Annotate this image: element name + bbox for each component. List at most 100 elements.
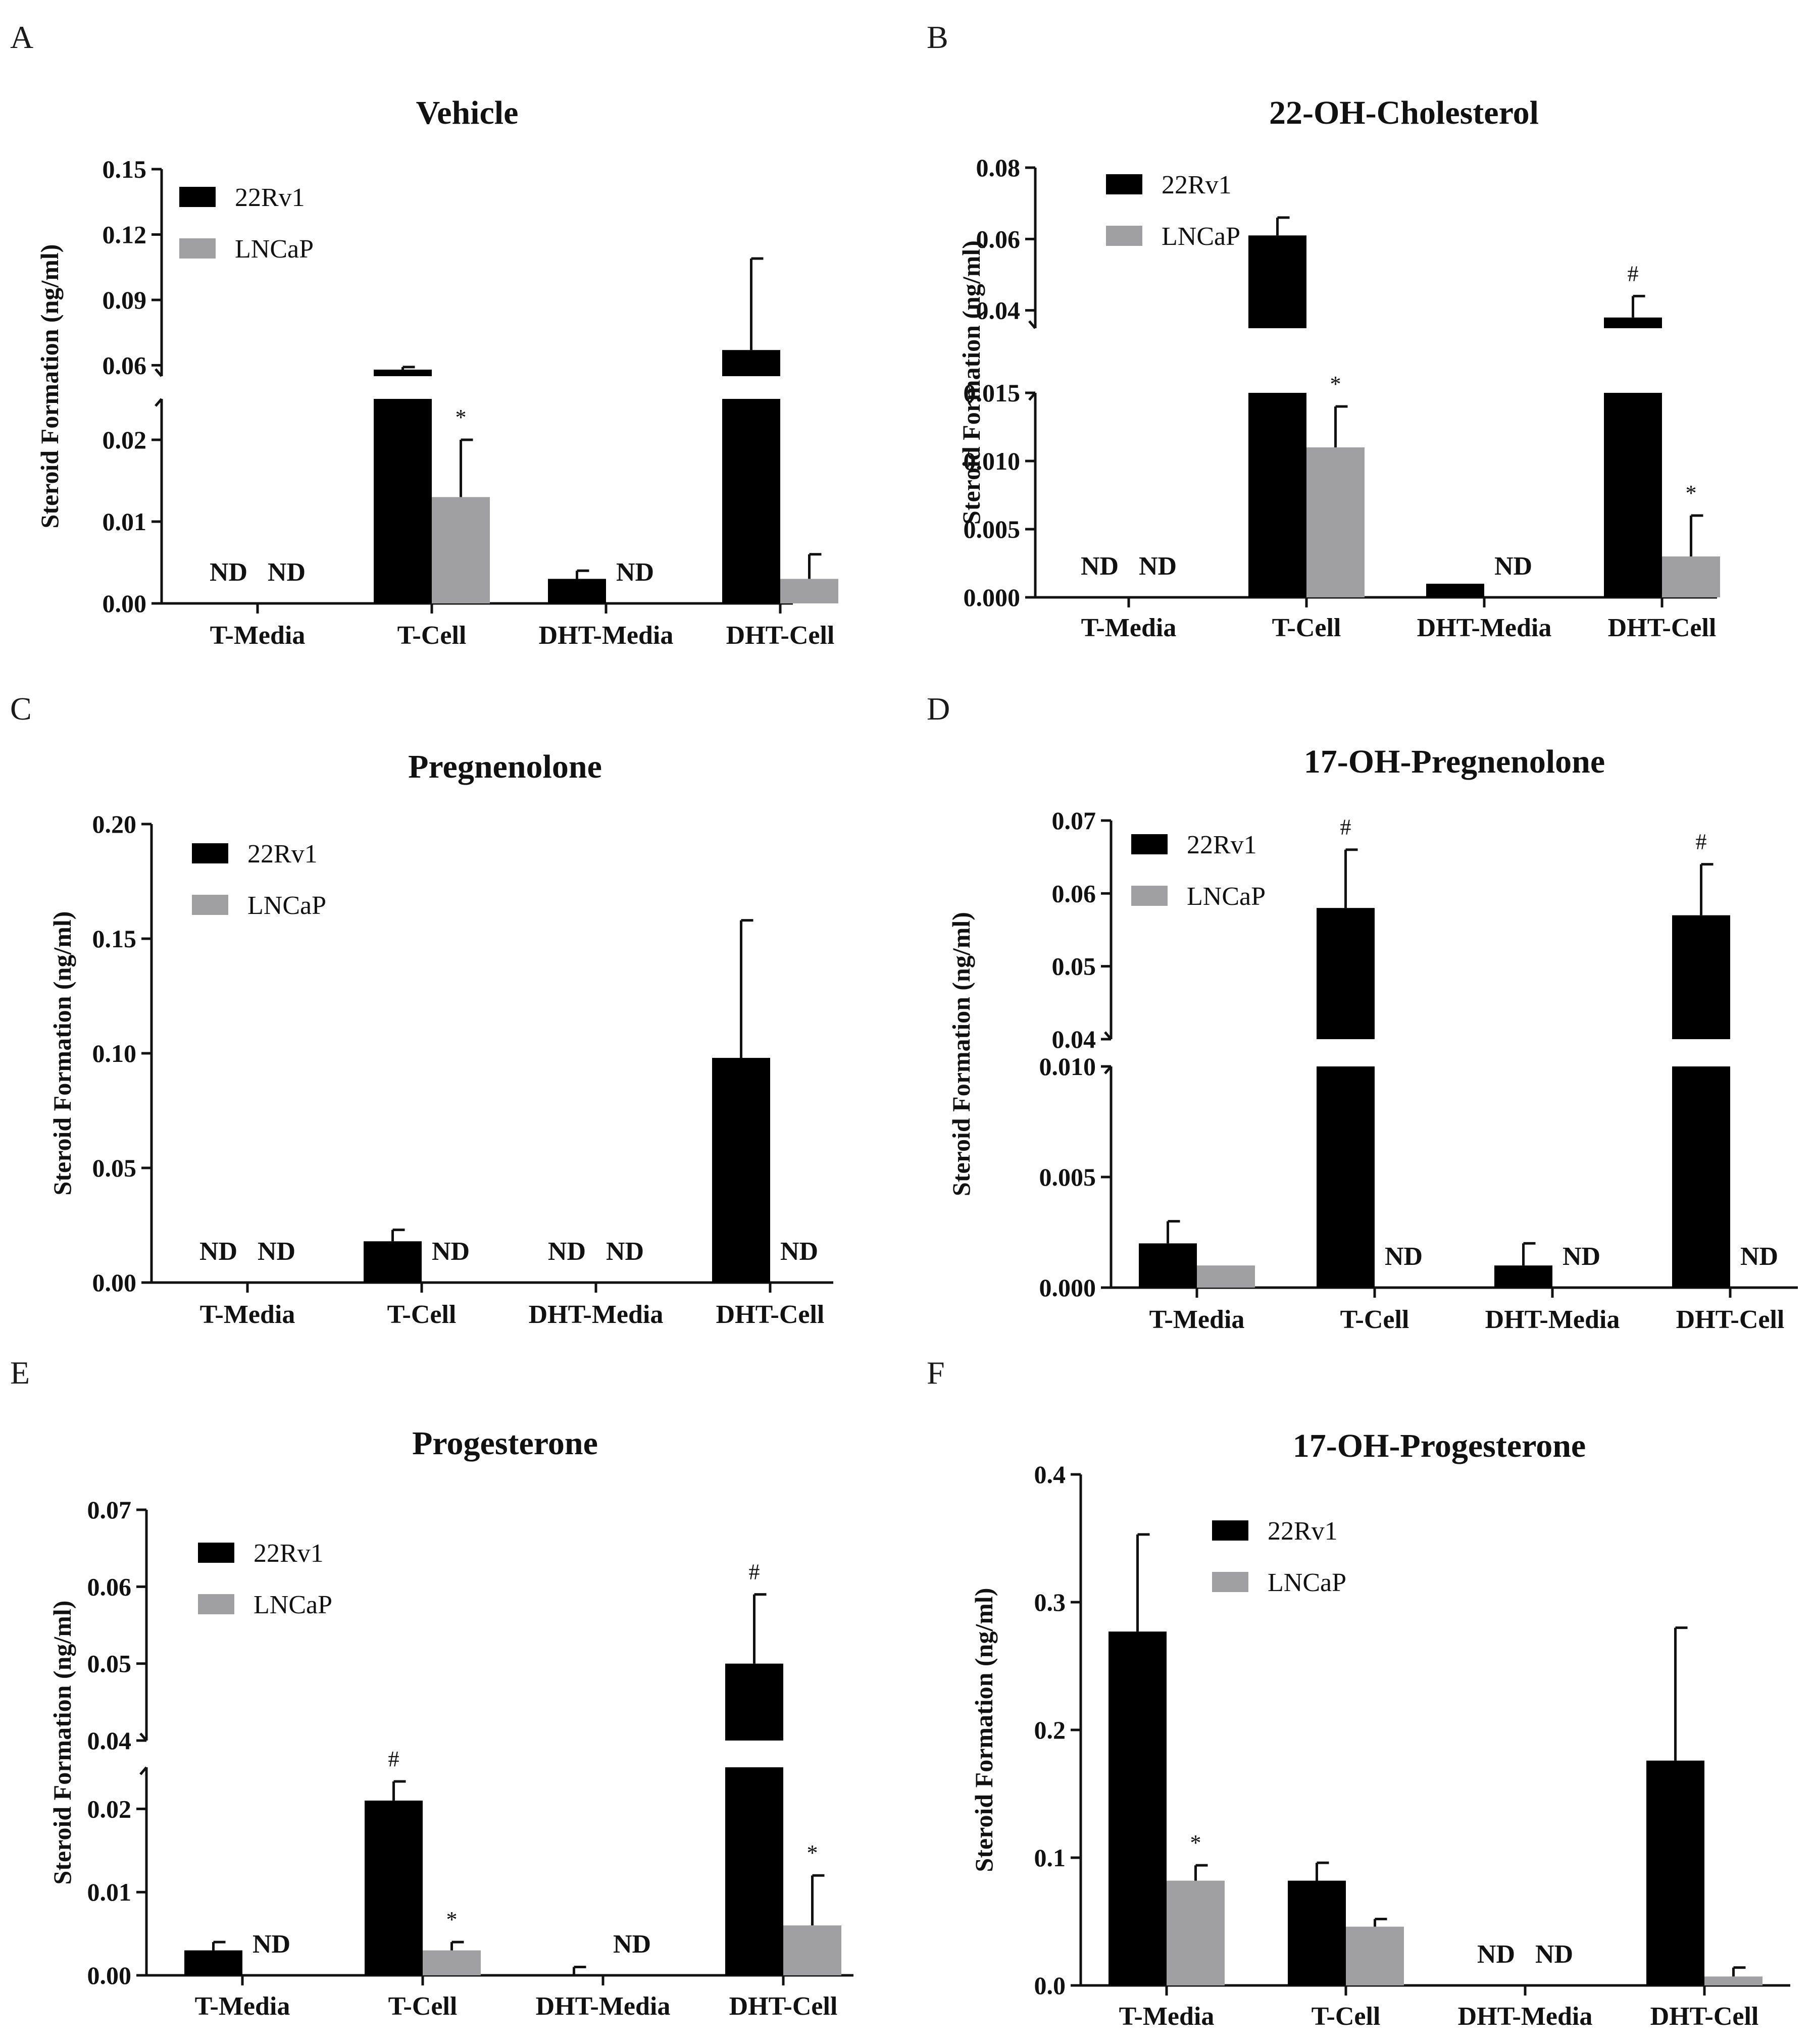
significance-mark: *	[456, 405, 467, 430]
x-tick-label: T-Media	[200, 1300, 295, 1329]
x-tick-label: T-Media	[210, 621, 306, 650]
legend-label: LNCaP	[254, 1591, 332, 1619]
panel-letter: A	[10, 19, 33, 55]
bar-22Rv1	[364, 1241, 422, 1283]
bar-22Rv1-lower	[1248, 393, 1306, 597]
not-detected-label: ND	[780, 1237, 818, 1266]
x-tick-label: DHT-Cell	[716, 1300, 825, 1329]
y-axis-label: Steroid Formation (ng/ml)	[947, 912, 975, 1196]
legend-label: 22Rv1	[1268, 1517, 1338, 1546]
x-tick-label: T-Cell	[1312, 2002, 1381, 2031]
legend-label: 22Rv1	[254, 1539, 324, 1568]
panel-letter: E	[10, 1355, 30, 1391]
bar-22Rv1-upper	[722, 350, 780, 376]
bar-22Rv1-lower	[722, 399, 780, 603]
legend-swatch-22Rv1	[198, 1543, 234, 1563]
y-tick-label: 0.010	[964, 447, 1021, 475]
x-tick-label: T-Cell	[1272, 614, 1341, 642]
y-tick-label: 0.00	[87, 1961, 132, 1989]
not-detected-label: ND	[613, 1930, 651, 1959]
y-axis-label: Steroid Formation (ng/ml)	[957, 240, 985, 525]
bar-22Rv1-upper	[1317, 908, 1375, 1039]
y-tick-label: 0.1	[1034, 1844, 1066, 1872]
legend-label: LNCaP	[1187, 882, 1266, 911]
not-detected-label: ND	[1385, 1242, 1423, 1271]
axis-break-mark	[155, 398, 163, 407]
significance-mark: #	[1696, 830, 1707, 854]
x-tick-label: T-Cell	[388, 1992, 458, 2021]
y-tick-label: 0.01	[87, 1878, 132, 1906]
bar-22Rv1	[548, 579, 606, 603]
y-tick-label: 0.04	[1052, 1025, 1096, 1053]
not-detected-label: ND	[432, 1237, 470, 1266]
y-tick-label: 0.06	[103, 351, 147, 379]
y-tick-label: 0.12	[103, 220, 147, 248]
panel-letter: F	[927, 1355, 945, 1391]
x-tick-label: DHT-Cell	[1608, 614, 1717, 642]
chart-title: Progesterone	[412, 1425, 598, 1462]
not-detected-label: ND	[1494, 552, 1532, 581]
bar-LNCaP	[432, 497, 490, 603]
bar-LNCaP	[1662, 556, 1720, 597]
chart-title: 22-OH-Cholesterol	[1269, 94, 1539, 131]
significance-mark: *	[807, 1841, 818, 1865]
bar-22Rv1-lower	[1672, 1066, 1730, 1288]
not-detected-label: ND	[616, 558, 654, 587]
not-detected-label: ND	[548, 1237, 586, 1266]
axis-break-mark	[1028, 320, 1036, 329]
y-tick-label: 0.08	[976, 154, 1021, 182]
not-detected-label: ND	[258, 1237, 295, 1266]
y-tick-label: 0.3	[1034, 1588, 1066, 1616]
not-detected-label: ND	[1139, 552, 1177, 581]
bar-22Rv1-lower	[374, 399, 432, 603]
y-tick-label: 0.02	[103, 426, 147, 454]
x-tick-label: T-Media	[1081, 614, 1177, 642]
panel-b: B 22-OH-Cholesterol 0.000 0.005 0.010 0.015 0.…	[927, 19, 1720, 642]
y-tick-label: 0.09	[103, 286, 147, 314]
y-tick-label: 0.06	[87, 1572, 132, 1601]
bar-22Rv1	[365, 1800, 423, 1975]
not-detected-label: ND	[1740, 1242, 1778, 1271]
bar-22Rv1-upper	[725, 1663, 783, 1741]
y-tick-label: 0.01	[103, 507, 147, 536]
legend-label: 22Rv1	[1162, 171, 1232, 199]
legend-swatch-LNCaP	[1131, 886, 1168, 906]
legend-swatch-LNCaP	[198, 1594, 234, 1614]
legend-swatch-22Rv1	[1131, 834, 1168, 854]
x-tick-label: DHT-Media	[1458, 2002, 1593, 2031]
x-tick-label: T-Media	[195, 1992, 290, 2021]
y-tick-label: 0.20	[92, 810, 137, 838]
y-tick-label: 0.2	[1034, 1716, 1066, 1744]
not-detected-label: ND	[1563, 1242, 1600, 1271]
not-detected-label: ND	[199, 1237, 237, 1266]
y-tick-label: 0.07	[1052, 806, 1096, 835]
significance-mark: #	[1628, 261, 1639, 286]
bar-22Rv1	[712, 1058, 770, 1283]
significance-mark: *	[1330, 372, 1341, 396]
y-tick-label: 0.005	[964, 515, 1021, 543]
y-tick-label: 0.04	[87, 1726, 132, 1755]
legend-label: LNCaP	[1162, 222, 1240, 251]
y-tick-label: 0.005	[1039, 1163, 1096, 1191]
not-detected-label: ND	[253, 1930, 290, 1959]
y-tick-label: 0.15	[92, 925, 137, 953]
legend-swatch-22Rv1	[192, 843, 228, 863]
legend-label: 22Rv1	[247, 840, 318, 868]
bar-LNCaP	[783, 1925, 841, 1975]
y-tick-label: 0.000	[964, 583, 1021, 611]
bar-LNCaP	[1346, 1926, 1404, 1985]
legend-swatch-LNCaP	[1212, 1572, 1248, 1592]
y-tick-label: 0.06	[976, 225, 1021, 253]
y-tick-label: 0.0	[1034, 1971, 1066, 2000]
panel-c: C Pregnenolone 0.00 0.05 0.10 0.15 0.20 Steroid…	[10, 691, 833, 1329]
x-tick-label: T-Cell	[387, 1300, 457, 1329]
significance-mark: #	[749, 1560, 760, 1585]
panel-letter: B	[927, 19, 948, 55]
not-detected-label: ND	[606, 1237, 644, 1266]
y-tick-label: 0.000	[1039, 1273, 1096, 1302]
y-tick-label: 0.010	[1039, 1052, 1096, 1081]
significance-mark: *	[1190, 1830, 1201, 1855]
bar-22Rv1-upper	[1672, 915, 1730, 1039]
legend-swatch-LNCaP	[179, 238, 216, 259]
